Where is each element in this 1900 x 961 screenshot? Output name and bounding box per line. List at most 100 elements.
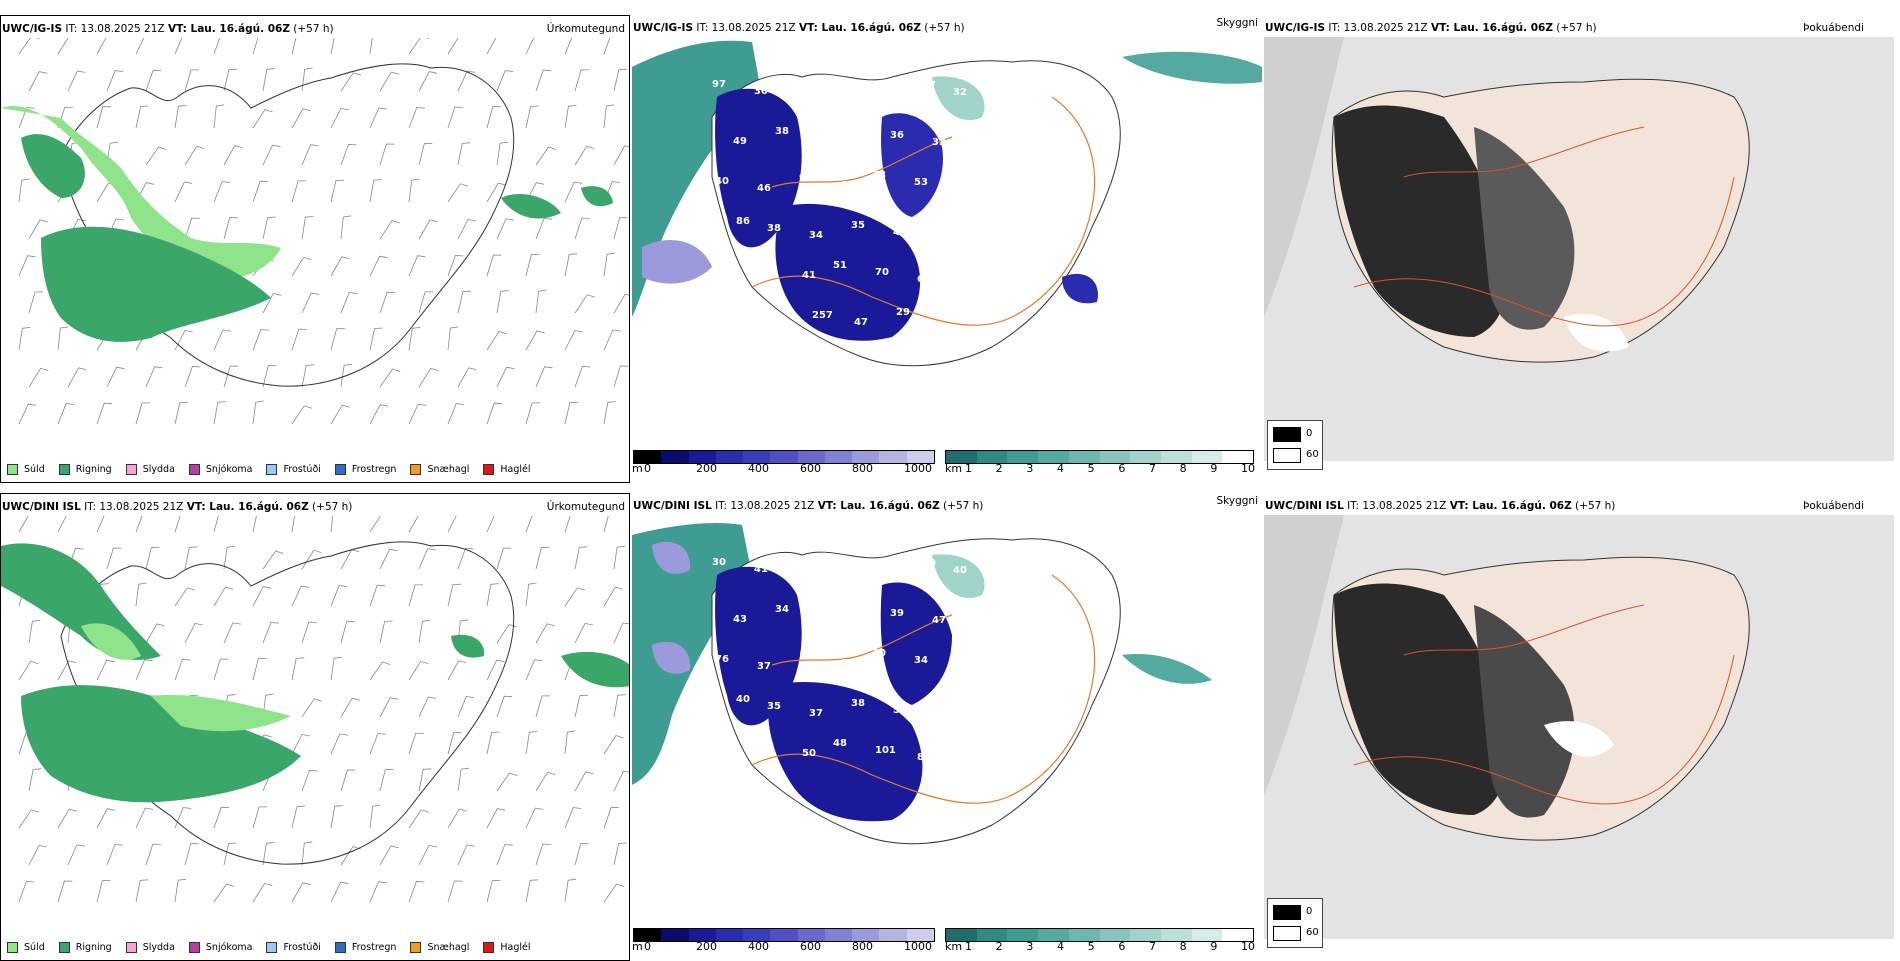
wind-barb bbox=[106, 366, 125, 388]
cloud-base-label: 41 bbox=[802, 270, 816, 281]
wind-barb bbox=[330, 256, 350, 277]
wind-barb bbox=[525, 879, 539, 903]
wind-barb bbox=[486, 182, 507, 203]
wind-barb bbox=[340, 143, 357, 166]
wind-barb bbox=[174, 181, 193, 203]
wind-barb bbox=[486, 331, 507, 351]
wind-barb bbox=[135, 659, 153, 681]
wind-barb bbox=[564, 730, 576, 755]
model-name: UWC/DINI ISL bbox=[633, 500, 712, 512]
fog-panel-top: UWC/IG-IS IT: 13.08.2025 21Z VT: Lau. 16… bbox=[1264, 15, 1894, 483]
legend-swatch bbox=[483, 941, 495, 953]
wind-barb bbox=[457, 547, 474, 570]
wind-barb bbox=[184, 546, 198, 570]
fog-legend-high-label: 60 bbox=[1306, 449, 1319, 460]
cloud-base-label: 67 bbox=[959, 264, 973, 275]
colorbar-step bbox=[715, 451, 744, 463]
wind-barb bbox=[330, 733, 348, 755]
wind-barb bbox=[18, 38, 40, 55]
wind-barb bbox=[174, 105, 187, 129]
colorbar-tick: 600 bbox=[800, 940, 821, 953]
wind-barb bbox=[67, 844, 85, 866]
wind-barb bbox=[603, 38, 611, 55]
fog-legend-swatch-high bbox=[1273, 448, 1301, 463]
cloud-base-label: 33 bbox=[995, 94, 1009, 105]
fog-legend: 0 60 bbox=[1267, 420, 1323, 470]
colorbar-step bbox=[770, 929, 798, 941]
wind-barb bbox=[301, 549, 322, 570]
wind-barb bbox=[613, 622, 629, 644]
legend-swatch bbox=[410, 463, 422, 475]
wind-barb bbox=[340, 292, 358, 314]
model-name: UWC/DINI ISL bbox=[1265, 500, 1344, 512]
wind-barb bbox=[486, 583, 499, 607]
wind-barb bbox=[535, 69, 552, 92]
wind-barb bbox=[223, 622, 241, 644]
legend-swatch bbox=[334, 941, 346, 953]
wind-barb bbox=[213, 181, 231, 203]
wind-barb bbox=[57, 660, 77, 681]
legend-label: Súld bbox=[24, 941, 45, 953]
cloud-base-label: 56 bbox=[956, 184, 970, 195]
wind-barb bbox=[535, 547, 550, 570]
wind-barb bbox=[330, 516, 334, 533]
wind-barb bbox=[613, 293, 629, 314]
legend-label: Frostúði bbox=[283, 463, 321, 475]
wind-barb bbox=[262, 365, 277, 388]
cloud-base-label: 101 bbox=[875, 745, 896, 756]
wind-barb bbox=[291, 805, 305, 829]
precip-map bbox=[1, 38, 629, 425]
cloud-base-label: 51 bbox=[833, 260, 847, 271]
wind-barb bbox=[379, 845, 399, 866]
wind-barb bbox=[457, 218, 476, 240]
colorbar-tick: 9 bbox=[1210, 462, 1218, 475]
wind-barb bbox=[330, 585, 348, 607]
wind-barb bbox=[457, 767, 470, 792]
fog-legend-swatch-low bbox=[1273, 427, 1301, 442]
colorbar-step bbox=[906, 451, 934, 463]
wind-barb bbox=[369, 38, 373, 55]
cloud-base-label: 87 bbox=[917, 752, 931, 763]
cloud-base-label: 44 bbox=[893, 227, 907, 238]
cloud-base-label: 40 bbox=[953, 565, 967, 576]
wind-barb bbox=[613, 770, 629, 792]
legend-swatch bbox=[58, 463, 70, 475]
init-time: IT: 13.08.2025 21Z bbox=[80, 501, 187, 513]
wind-barb bbox=[369, 733, 386, 755]
cloud-base-label: 313 bbox=[770, 320, 791, 331]
wind-barb bbox=[574, 694, 588, 718]
legend-label: Snæhagl bbox=[427, 941, 470, 953]
wind-barb bbox=[447, 660, 467, 681]
wind-barb bbox=[330, 328, 345, 351]
wind-barb bbox=[340, 215, 352, 240]
legend-label: Rigning bbox=[75, 463, 112, 475]
wind-barb bbox=[213, 883, 235, 903]
colorbar-tick: 10 bbox=[1241, 940, 1255, 953]
legend-label: Haglél bbox=[500, 941, 531, 953]
cloud-base-label: 44 bbox=[796, 93, 810, 104]
wind-barb bbox=[223, 217, 238, 240]
colorbar-tick: 10 bbox=[1241, 462, 1255, 475]
wind-barb bbox=[223, 545, 236, 570]
wind-barb bbox=[379, 220, 400, 240]
wind-barb bbox=[28, 219, 48, 240]
colorbar-step bbox=[1038, 451, 1069, 463]
wind-barb bbox=[135, 105, 149, 129]
wind-barb bbox=[418, 620, 431, 644]
wind-barb bbox=[369, 179, 382, 203]
model-name: UWC/DINI ISL bbox=[2, 501, 81, 513]
wind-barb bbox=[574, 217, 590, 240]
wind-barb bbox=[174, 516, 181, 533]
wind-barb bbox=[291, 328, 307, 351]
colorbar-tick: 4 bbox=[1057, 462, 1064, 475]
colorbar-tick: 1000 bbox=[904, 940, 932, 953]
wind-barb bbox=[106, 547, 122, 570]
cloud-base-label: 61 bbox=[917, 274, 931, 285]
colorbar-tick: 5 bbox=[1087, 940, 1095, 953]
wind-barb bbox=[496, 772, 518, 792]
legend-item: Frostregn bbox=[334, 463, 396, 475]
colorbar-unit: km bbox=[945, 940, 963, 953]
wind-barb bbox=[330, 179, 344, 203]
precip-map bbox=[1, 516, 629, 903]
cloud-base-label: 257 bbox=[812, 310, 833, 321]
